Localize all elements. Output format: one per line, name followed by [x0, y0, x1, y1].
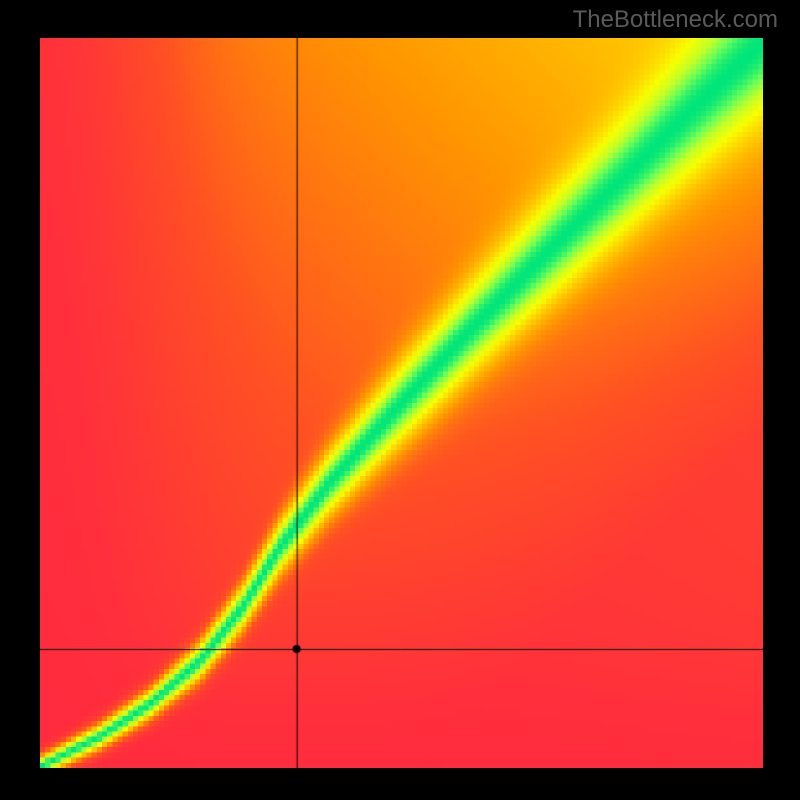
chart-container: TheBottleneck.com — [0, 0, 800, 800]
watermark-text: TheBottleneck.com — [573, 6, 778, 34]
bottleneck-heatmap — [40, 38, 763, 768]
